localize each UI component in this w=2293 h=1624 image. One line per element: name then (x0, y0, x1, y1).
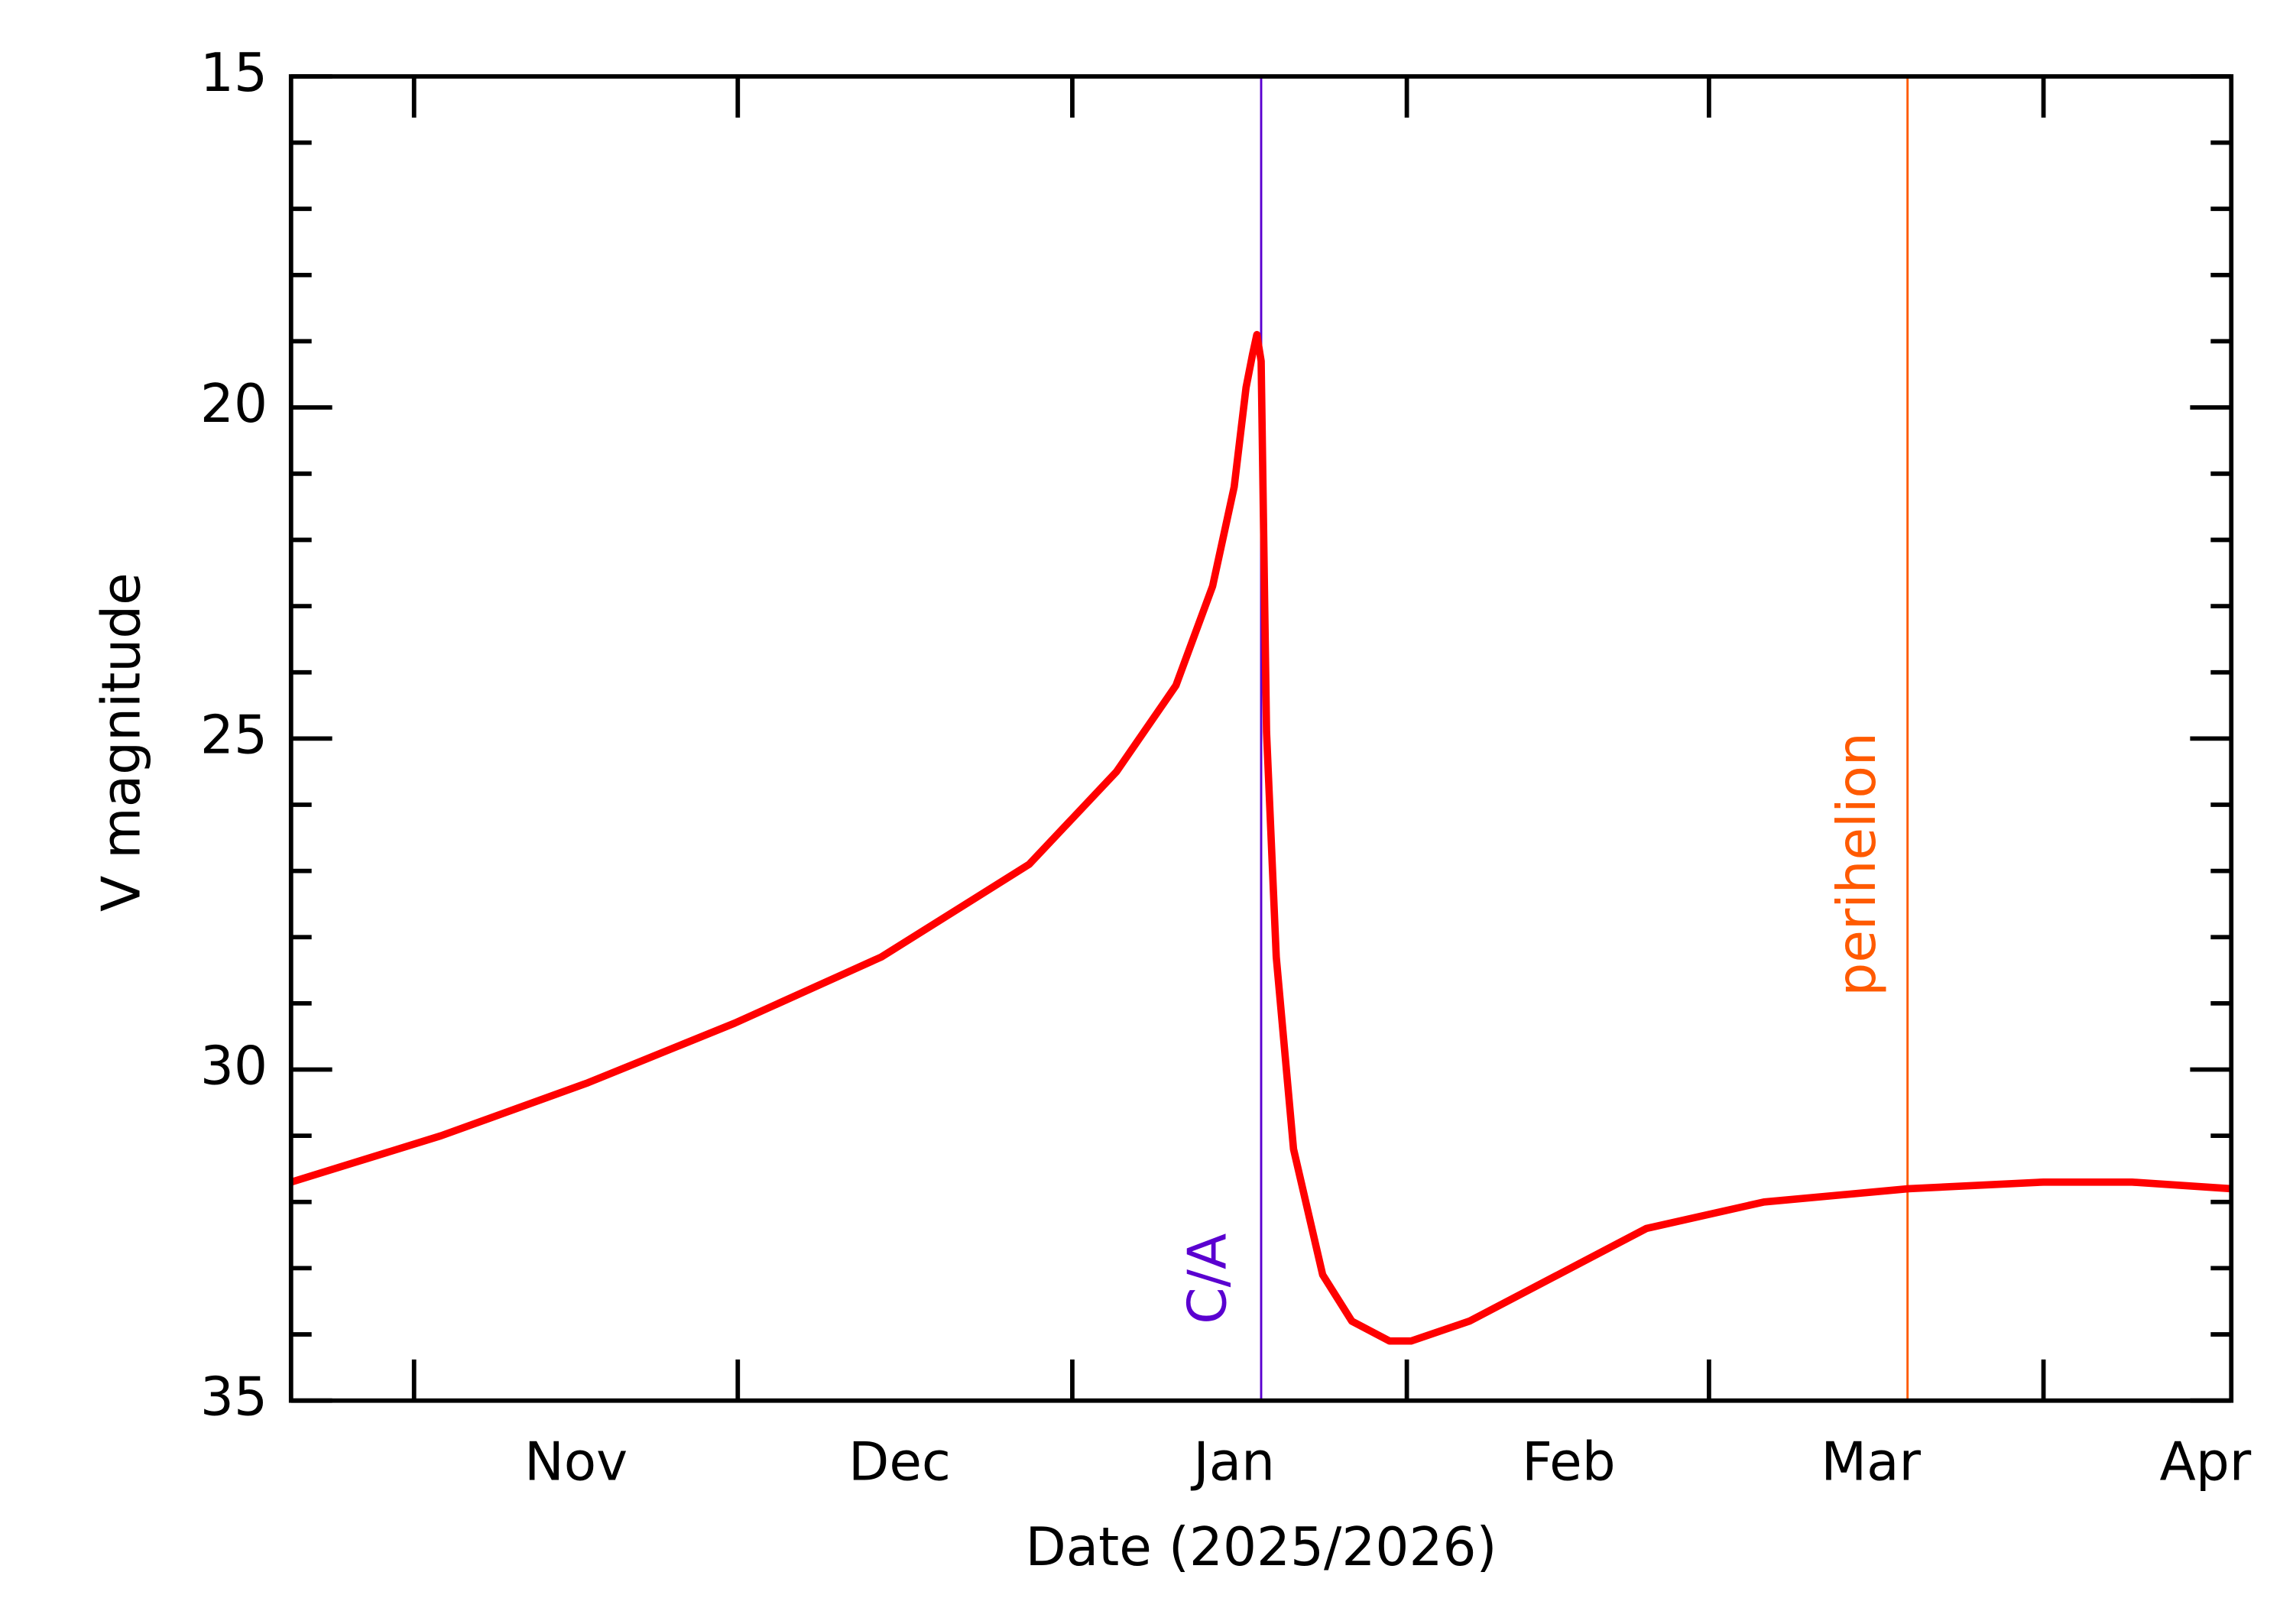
y-axis-title: V magnitude (91, 572, 152, 912)
plot-frame (288, 74, 2234, 1403)
x-tick-label: Apr (2159, 1431, 2251, 1493)
y-tick-label: 20 (200, 374, 268, 435)
x-tick-label: Nov (524, 1431, 628, 1493)
x-tick-label: Jan (1190, 1431, 1275, 1493)
y-tick-label: 15 (200, 43, 268, 104)
y-tick-label: 25 (200, 705, 268, 766)
x-tick-label: Mar (1821, 1431, 1921, 1493)
data-line (290, 331, 2232, 1345)
y-tick-label: 30 (200, 1036, 268, 1097)
x-tick-label: Dec (848, 1431, 951, 1493)
annotation-label: C/A (1178, 1233, 1239, 1324)
x-tick-label: Feb (1522, 1431, 1616, 1493)
y-tick-label: 35 (200, 1367, 268, 1428)
annotation-label: perihelion (1827, 732, 1888, 996)
x-axis-title: Date (2025/2026) (1025, 1517, 1497, 1578)
